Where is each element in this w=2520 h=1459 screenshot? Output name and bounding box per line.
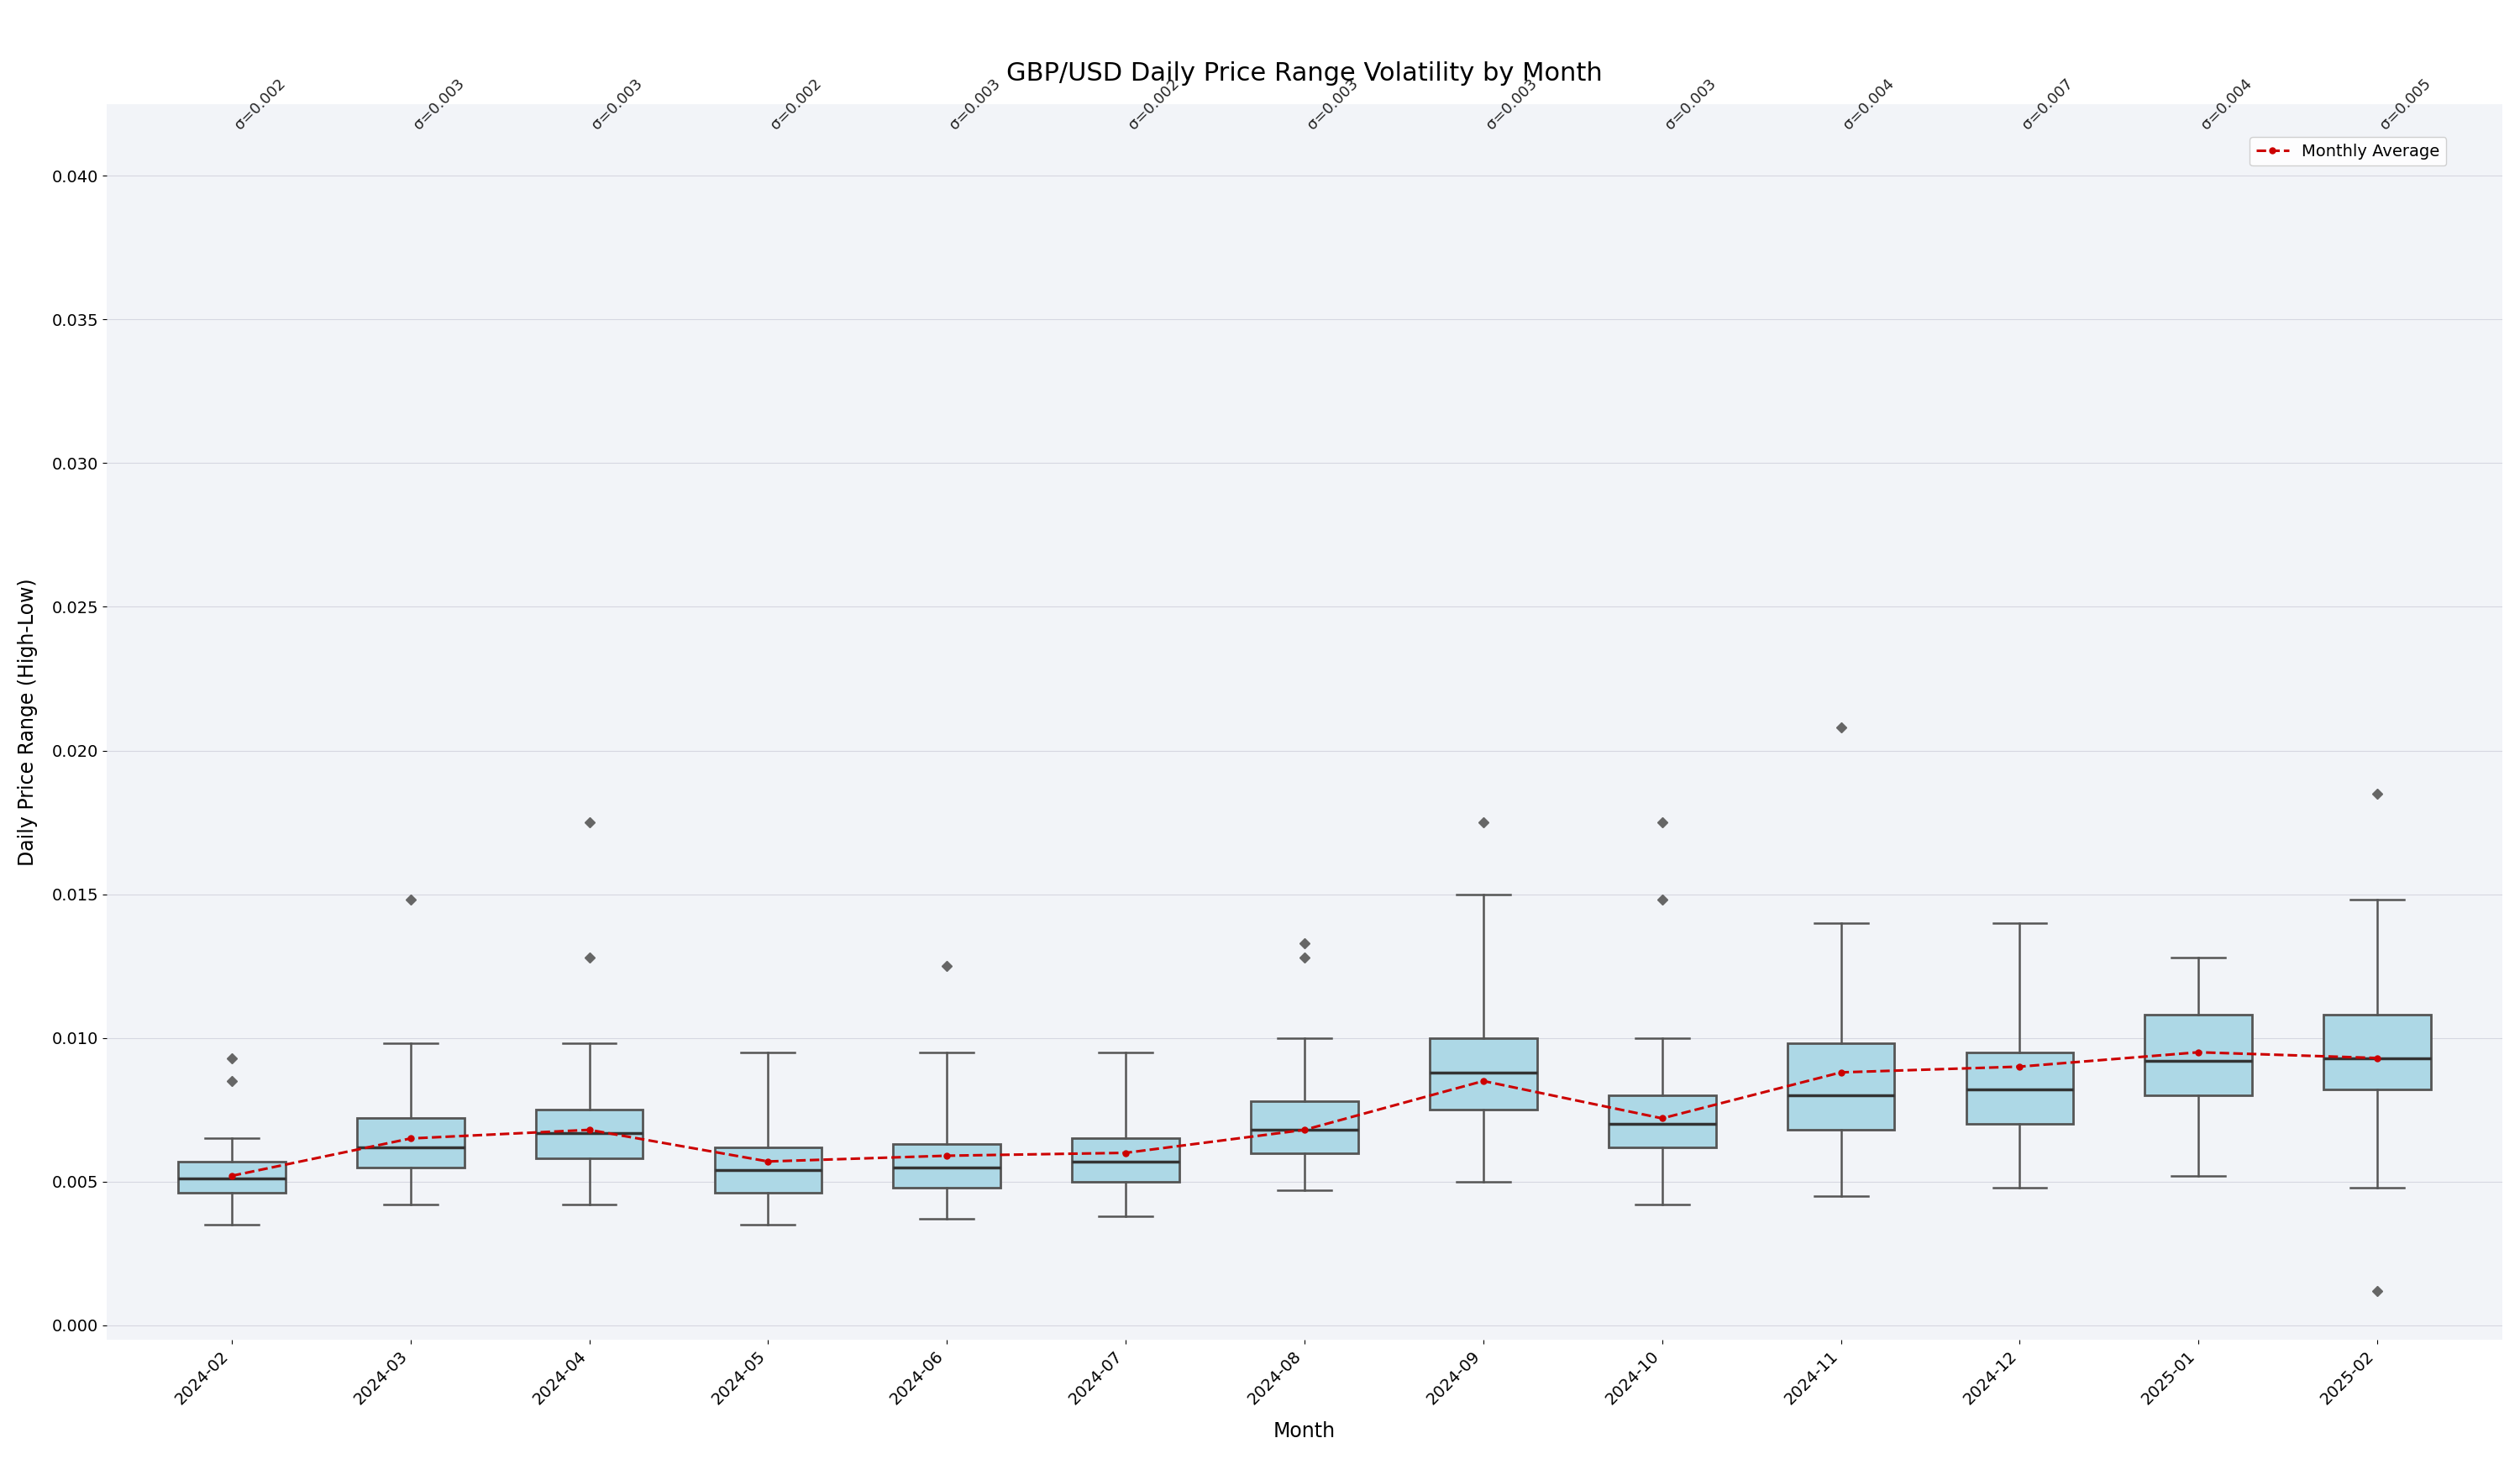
PathPatch shape (1071, 1138, 1179, 1182)
X-axis label: Month: Month (1273, 1421, 1336, 1441)
PathPatch shape (892, 1144, 1000, 1188)
PathPatch shape (537, 1110, 643, 1158)
Text: σ=0.005: σ=0.005 (2376, 76, 2434, 133)
Text: σ=0.003: σ=0.003 (1305, 76, 1361, 133)
PathPatch shape (2145, 1015, 2253, 1096)
Text: σ=0.003: σ=0.003 (1663, 76, 1719, 133)
Legend: Monthly Average: Monthly Average (2250, 137, 2447, 166)
PathPatch shape (358, 1119, 464, 1167)
PathPatch shape (716, 1147, 822, 1193)
PathPatch shape (1429, 1037, 1537, 1110)
Text: σ=0.003: σ=0.003 (411, 76, 466, 133)
Text: σ=0.002: σ=0.002 (769, 76, 824, 133)
Title: GBP/USD Daily Price Range Volatility by Month: GBP/USD Daily Price Range Volatility by … (1005, 61, 1603, 86)
PathPatch shape (1787, 1043, 1895, 1129)
Y-axis label: Daily Price Range (High-Low): Daily Price Range (High-Low) (18, 578, 38, 865)
PathPatch shape (2323, 1015, 2432, 1090)
PathPatch shape (179, 1161, 285, 1193)
Text: σ=0.003: σ=0.003 (1484, 76, 1540, 133)
Text: σ=0.007: σ=0.007 (2019, 76, 2076, 133)
PathPatch shape (1608, 1096, 1716, 1147)
PathPatch shape (1250, 1102, 1358, 1153)
Text: σ=0.004: σ=0.004 (2197, 76, 2255, 133)
PathPatch shape (1966, 1052, 2074, 1123)
Text: σ=0.002: σ=0.002 (1126, 76, 1182, 133)
Text: σ=0.003: σ=0.003 (590, 76, 645, 133)
Text: σ=0.002: σ=0.002 (232, 76, 287, 133)
Text: σ=0.004: σ=0.004 (1842, 76, 1898, 133)
Text: σ=0.003: σ=0.003 (948, 76, 1003, 133)
